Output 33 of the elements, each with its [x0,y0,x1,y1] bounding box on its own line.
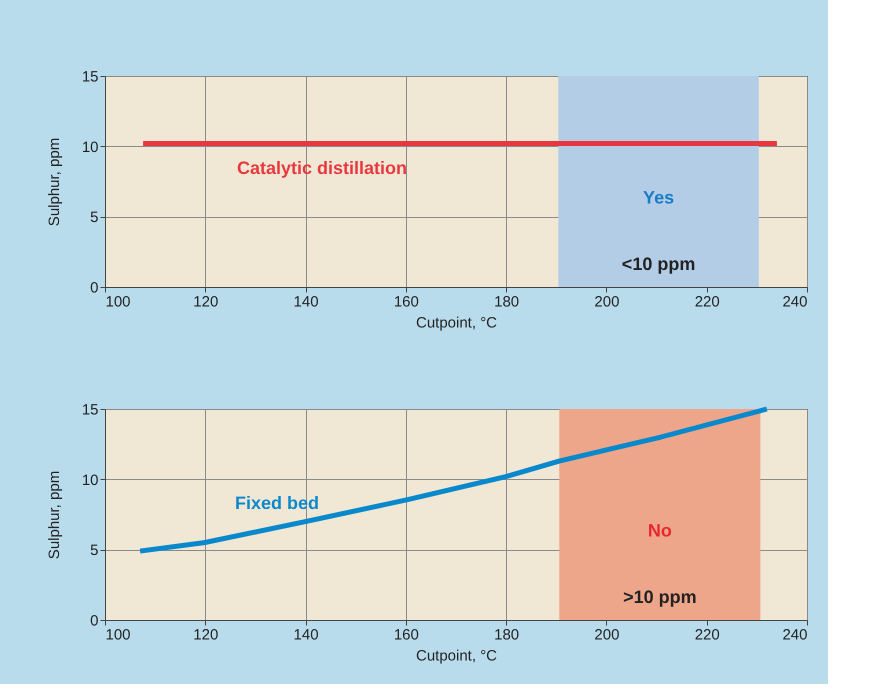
x-tick-label: 120 [193,626,218,644]
x-tick-label: 140 [294,294,319,310]
y-tick-label: 15 [82,402,98,418]
y-tick-label: 0 [90,612,98,630]
y-tick-label: 10 [82,138,98,156]
y-axis-title: Sulphur, ppm [46,470,63,560]
x-tick-label: 100 [106,626,131,644]
x-tick-label: 240 [782,626,808,644]
x-tick-label: 120 [193,294,218,310]
x-tick-label: 180 [494,294,520,310]
x-tick-label: 220 [694,626,720,644]
x-tick-label: 160 [394,626,419,644]
x-axis-title: Cutpoint, °C [416,314,498,332]
x-tick-label: 240 [782,294,808,310]
x-tick-label: 180 [494,626,520,644]
annotation: <10 ppm [622,254,696,274]
x-tick-label: 140 [294,626,319,644]
y-tick-label: 5 [90,542,98,560]
y-tick-label: 5 [90,209,98,226]
y-tick-label: 10 [82,472,98,489]
band-label: Yes [643,187,674,208]
y-tick-label: 0 [90,280,98,296]
x-axis-title: Cutpoint, °C [416,648,498,664]
x-tick-label: 100 [106,294,131,310]
y-tick-label: 15 [82,68,98,86]
series-label: Fixed bed [234,493,320,513]
x-tick-label: 220 [694,294,720,310]
y-axis-title: Sulphur, ppm [46,138,63,226]
annotation: >10 ppm [623,587,697,607]
x-tick-label: 200 [594,294,620,310]
band-label: No [648,520,672,540]
x-tick-label: 200 [594,626,620,644]
x-tick-label: 160 [394,294,419,310]
